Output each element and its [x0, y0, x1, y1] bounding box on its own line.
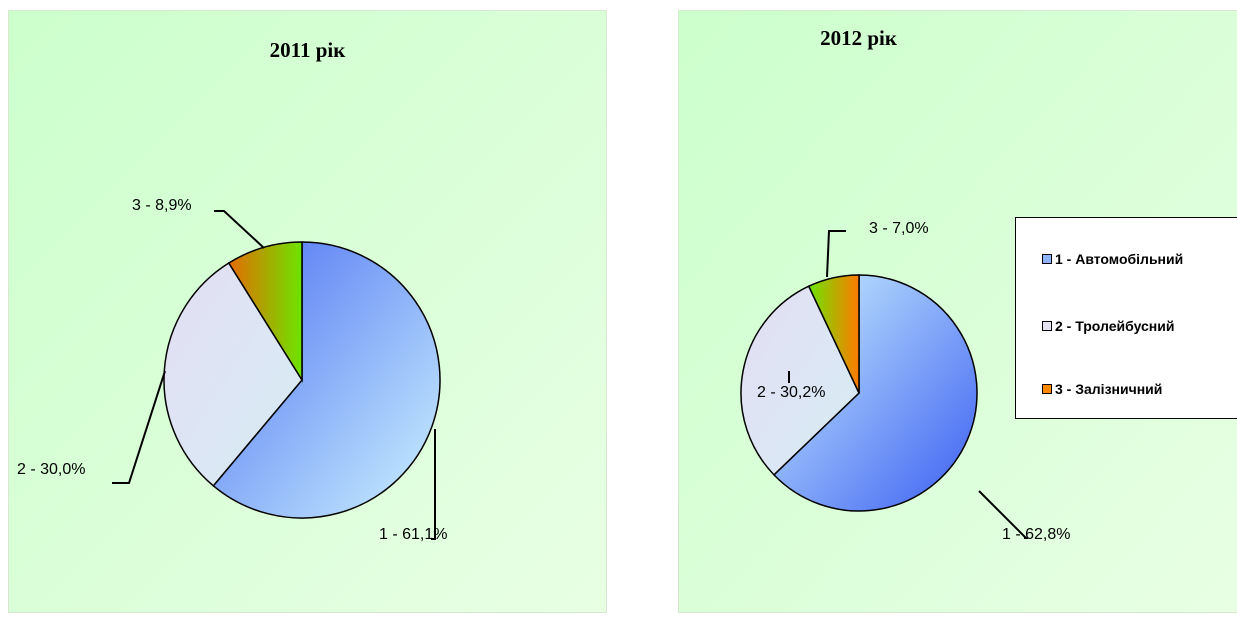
- legend: 1 - Автомобільний 2 - Тролейбусний 3 - З…: [1015, 217, 1237, 419]
- pie-slice-1: [772, 274, 978, 512]
- pie-slice-2: [163, 261, 303, 487]
- chart-title-2012: 2012 рік: [820, 26, 897, 50]
- leader-line-2: [112, 370, 166, 484]
- pie-slice-3: [807, 274, 860, 394]
- chart-title-2011: 2011 рік: [269, 38, 346, 62]
- legend-swatch-3: [1042, 384, 1052, 394]
- legend-item-1: 1 - Автомобільний: [1042, 251, 1183, 267]
- legend-item-3: 3 - Залізничний: [1042, 381, 1162, 397]
- legend-label-3: 3 - Залізничний: [1055, 381, 1163, 397]
- slice-label-2: 2 - 30,2%: [757, 384, 826, 401]
- leader-line-1: [978, 490, 1029, 539]
- slice-label-3: 3 - 7,0%: [869, 220, 929, 237]
- pie-chart-2011: [9, 11, 606, 612]
- pie-slice-1: [212, 241, 441, 519]
- leader-line-3: [826, 230, 846, 278]
- slice-label-1: 1 - 62,8%: [1002, 526, 1071, 543]
- pie-slice-2: [740, 285, 860, 476]
- slice-label-3: 3 - 8,9%: [132, 197, 192, 214]
- slice-label-2: 2 - 30,0%: [17, 461, 86, 478]
- legend-label-1: 1 - Автомобільний: [1055, 251, 1184, 267]
- leader-line-1: [431, 429, 436, 540]
- leader-line-3: [214, 210, 265, 249]
- legend-swatch-2: [1042, 321, 1052, 331]
- pie-chart-2012: [679, 11, 1237, 612]
- chart-panel-2012: 2012 рік 1 - 62,8% 2 - 30,2% 3 - 7,0% 1 …: [678, 10, 1237, 613]
- legend-swatch-1: [1042, 254, 1052, 264]
- legend-item-2: 2 - Тролейбусний: [1042, 318, 1174, 334]
- slice-label-1: 1 - 61,1%: [379, 526, 448, 543]
- legend-label-2: 2 - Тролейбусний: [1055, 318, 1175, 334]
- chart-panel-2011: 2011 рік 1 - 61,1% 2 - 30,0% 3 - 8,9%: [8, 10, 607, 613]
